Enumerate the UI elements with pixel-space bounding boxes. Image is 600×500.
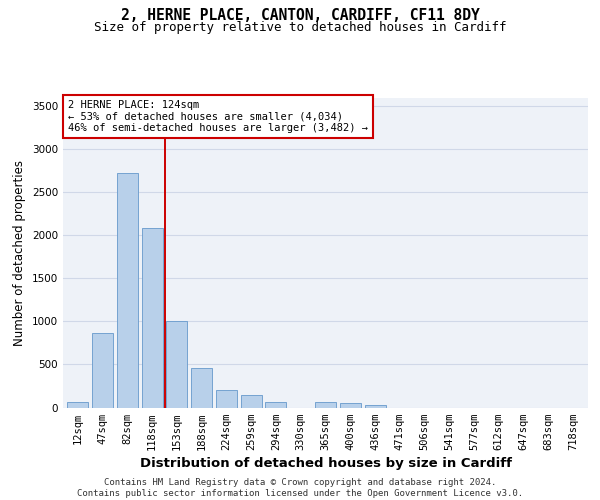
Bar	[166, 322, 187, 408]
Y-axis label: Number of detached properties: Number of detached properties	[13, 160, 26, 346]
X-axis label: Distribution of detached houses by size in Cardiff: Distribution of detached houses by size …	[139, 457, 511, 470]
Text: Size of property relative to detached houses in Cardiff: Size of property relative to detached ho…	[94, 21, 506, 34]
Bar	[340, 403, 361, 407]
Text: 2 HERNE PLACE: 124sqm
← 53% of detached houses are smaller (4,034)
46% of semi-d: 2 HERNE PLACE: 124sqm ← 53% of detached …	[68, 100, 368, 134]
Bar	[191, 368, 212, 408]
Bar	[315, 402, 336, 407]
Bar	[265, 402, 286, 407]
Bar	[365, 405, 386, 407]
Bar	[142, 228, 163, 408]
Bar	[92, 334, 113, 407]
Bar	[216, 390, 237, 407]
Text: Contains HM Land Registry data © Crown copyright and database right 2024.
Contai: Contains HM Land Registry data © Crown c…	[77, 478, 523, 498]
Text: 2, HERNE PLACE, CANTON, CARDIFF, CF11 8DY: 2, HERNE PLACE, CANTON, CARDIFF, CF11 8D…	[121, 8, 479, 22]
Bar	[67, 402, 88, 407]
Bar	[241, 395, 262, 407]
Bar	[117, 174, 138, 408]
